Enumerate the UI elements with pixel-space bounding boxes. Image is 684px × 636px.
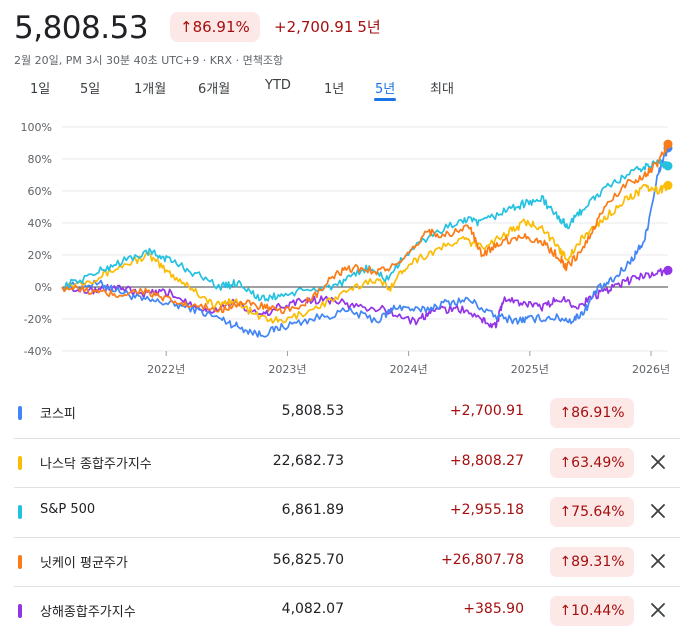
index-change: +385.90	[463, 601, 524, 618]
index-value: 4,082.07	[281, 601, 344, 618]
index-value: 22,682.73	[272, 452, 344, 469]
y-tick-label-2: 60%	[28, 185, 52, 198]
series-end-dot-1	[663, 180, 673, 190]
y-tick-label-0: 100%	[21, 121, 52, 134]
x-tick-label-3: 2025년	[511, 363, 549, 376]
index-change-percent: 86.91%	[571, 405, 625, 421]
tab-1[interactable]: 5일	[80, 82, 101, 97]
series-line-1	[61, 183, 669, 324]
series-end-dot-2	[663, 161, 673, 171]
y-tick-label-1: 80%	[28, 153, 52, 166]
series-line-3	[61, 143, 669, 315]
series-end-dot-4	[663, 265, 673, 275]
change-absolute: +2,700.91 5년	[274, 12, 381, 42]
table-row[interactable]: 닛케이 평균주가 56,825.70 +26,807.78 ↑89.31%	[14, 538, 680, 588]
index-change-percent: 63.49%	[571, 454, 625, 471]
change-period: 5년	[357, 18, 381, 36]
tab-0[interactable]: 1일	[30, 82, 51, 97]
y-tick-label-3: 40%	[28, 217, 52, 230]
index-name: 상해종합주가지수	[40, 605, 136, 621]
x-tick-label-2: 2024년	[390, 363, 428, 376]
table-row[interactable]: 나스닥 종합주가지수 22,682.73 +8,808.27 ↑63.49%	[14, 439, 680, 489]
tab-3[interactable]: 6개월	[198, 82, 231, 97]
x-tick-label-4: 2026년	[632, 363, 670, 376]
arrow-up-icon: ↑	[559, 405, 572, 421]
series-line-2	[61, 158, 669, 302]
index-change: +8,808.27	[449, 452, 524, 469]
change-absolute-value: +2,700.91	[274, 18, 354, 36]
arrow-up-icon: ↑	[559, 504, 572, 521]
change-percent: 86.91%	[192, 18, 250, 36]
table-row[interactable]: 코스피 5,808.53 +2,700.91 ↑86.91%	[14, 389, 680, 439]
series-color-swatch	[18, 604, 22, 619]
series-end-dot-3	[663, 139, 673, 149]
current-price: 5,808.53	[14, 10, 149, 46]
quote-header: 5,808.53 ↑86.91% +2,700.91 5년	[14, 8, 674, 48]
close-icon[interactable]	[648, 551, 668, 571]
y-tick-label-6: -20%	[24, 313, 52, 326]
series-line-4	[61, 267, 669, 329]
series-color-swatch	[18, 406, 22, 420]
comparison-table: 코스피 5,808.53 +2,700.91 ↑86.91% 나스닥 종합주가지수 22,…	[14, 389, 680, 636]
series-color-swatch	[18, 455, 22, 470]
index-change: +26,807.78	[441, 551, 524, 568]
index-name: S&P 500	[40, 502, 96, 518]
tab-6[interactable]: 5년	[373, 78, 397, 101]
tab-4[interactable]: YTD	[265, 78, 291, 93]
tab-2[interactable]: 1개월	[134, 82, 167, 97]
close-icon[interactable]	[648, 452, 668, 472]
series-color-swatch	[18, 505, 22, 520]
index-change-percent: 75.64%	[571, 504, 625, 521]
index-change-percent-badge: ↑86.91%	[550, 398, 634, 428]
arrow-up-icon: ↑	[559, 603, 572, 620]
index-name: 코스피	[40, 407, 76, 422]
tab-7[interactable]: 최대	[430, 82, 454, 97]
index-change: +2,700.91	[449, 403, 524, 419]
comparison-line-chart: 100% 80% 60% 40% 20% 0% -20% -40% 2022년 2023년 2024…	[21, 121, 673, 376]
index-name: 나스닥 종합주가지수	[40, 456, 152, 472]
series-color-swatch	[18, 554, 22, 569]
y-tick-label-5: 0%	[35, 281, 52, 294]
index-change-percent-badge: ↑10.44%	[550, 596, 634, 627]
x-tick-label-0: 2022년	[147, 363, 185, 376]
table-row[interactable]: S&P 500 6,861.89 +2,955.18 ↑75.64%	[14, 488, 680, 538]
change-percent-badge: ↑86.91%	[170, 12, 260, 42]
index-change: +2,955.18	[449, 502, 524, 519]
index-change-percent-badge: ↑75.64%	[550, 497, 634, 528]
arrow-up-icon: ↑	[180, 18, 193, 36]
index-value: 6,861.89	[281, 502, 344, 519]
y-tick-label-4: 20%	[28, 249, 52, 262]
index-change-percent: 10.44%	[571, 603, 625, 620]
close-icon[interactable]	[648, 501, 668, 521]
timestamp-line: 2월 20일, PM 3시 30분 40초 UTC+9 · KRX · 면책조항	[14, 54, 284, 67]
index-name: 닛케이 평균주가	[40, 555, 128, 571]
index-value: 56,825.70	[272, 551, 344, 568]
index-change-percent-badge: ↑89.31%	[550, 546, 634, 577]
table-row[interactable]: 상해종합주가지수 4,082.07 +385.90 ↑10.44%	[14, 587, 680, 636]
x-tick-label-1: 2023년	[268, 363, 306, 376]
close-icon[interactable]	[648, 600, 668, 620]
period-tabs: 1일 5일 1개월 6개월 YTD 1년 5년 최대	[0, 74, 684, 104]
index-change-percent: 89.31%	[571, 553, 625, 570]
index-change-percent-badge: ↑63.49%	[550, 447, 634, 478]
arrow-up-icon: ↑	[559, 553, 572, 570]
index-value: 5,808.53	[281, 403, 344, 419]
arrow-up-icon: ↑	[559, 454, 572, 471]
tab-5[interactable]: 1년	[324, 82, 345, 97]
y-tick-label-7: -40%	[24, 345, 52, 358]
